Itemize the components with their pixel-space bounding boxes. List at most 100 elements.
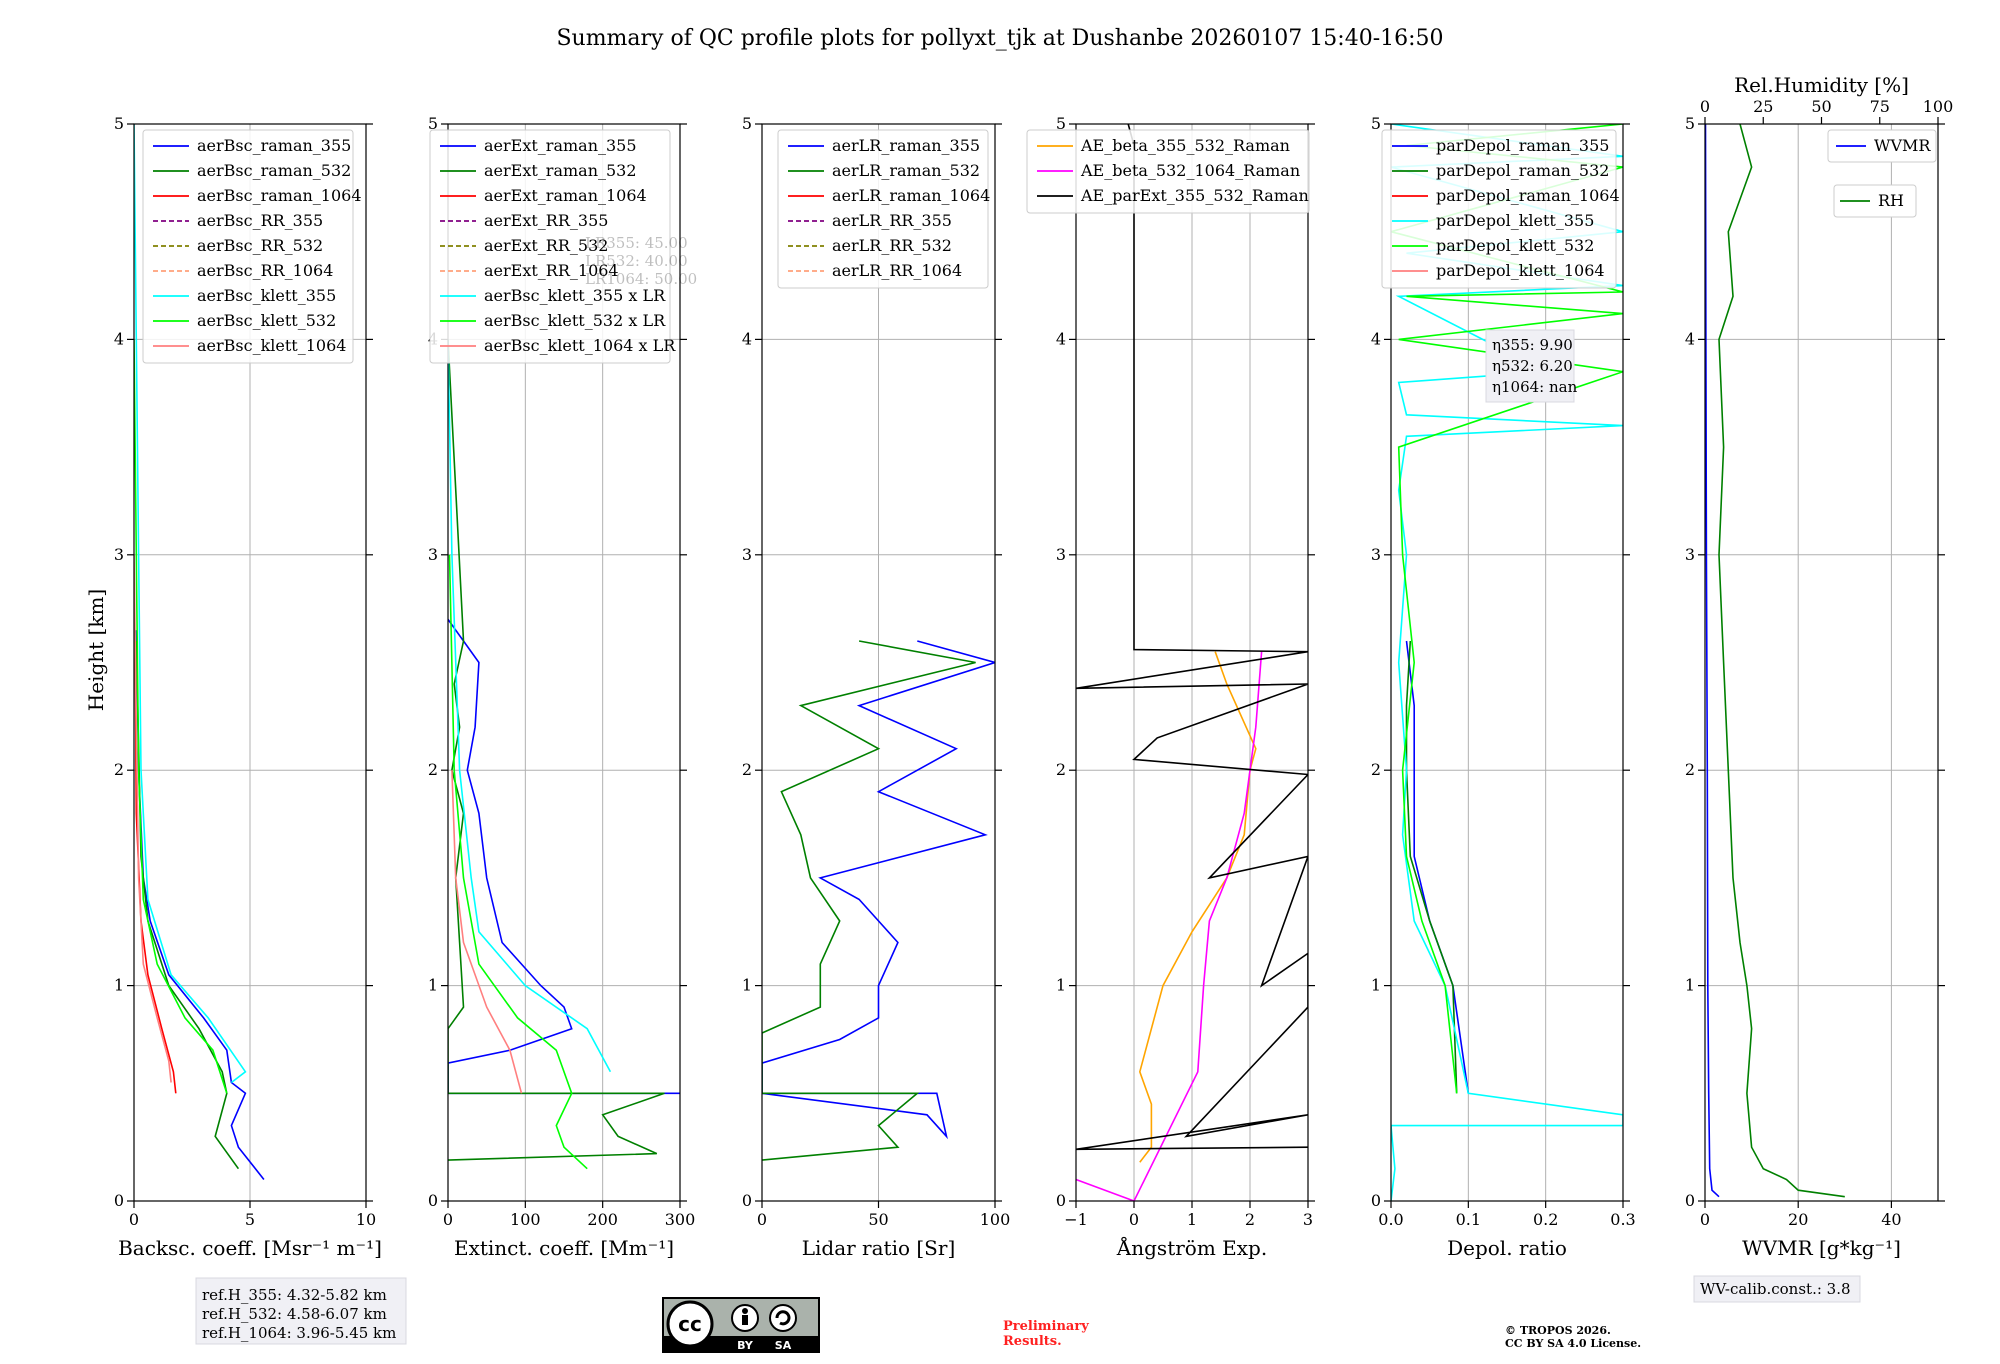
y-tick-label: 3 <box>428 545 438 564</box>
copyright-line-1: © TROPOS 2026. <box>1505 1324 1611 1337</box>
y-tick-label: 0 <box>1056 1191 1066 1210</box>
by-label: BY <box>737 1339 754 1352</box>
x-axis-label: Extinct. coeff. [Mm⁻¹] <box>454 1236 674 1260</box>
y-tick-label: 5 <box>742 114 752 133</box>
x-tick-label: −1 <box>1064 1210 1088 1229</box>
legend-box-rh <box>1833 184 1917 218</box>
x-tick-label: 0 <box>757 1210 767 1229</box>
lr-note-355: LR355: 45.00 <box>585 234 688 252</box>
lr-note-1064: LR1064: 50.00 <box>585 270 697 288</box>
ref-height-355: ref.H_355: 4.32-5.82 km <box>202 1286 387 1304</box>
y-tick-label: 5 <box>1056 114 1066 133</box>
x-tick-label: 0 <box>1129 1210 1139 1229</box>
axes-frame <box>761 123 996 1202</box>
legend-label: aerBsc_klett_355 x LR <box>484 286 666 305</box>
legend-label: aerBsc_raman_355 <box>197 136 351 155</box>
y-tick-label: 1 <box>1371 976 1381 995</box>
ref-heights-box <box>195 1277 407 1345</box>
copyright-line-2: CC BY SA 4.0 License. <box>1505 1337 1641 1350</box>
eta-1064: η1064: nan <box>1492 378 1578 396</box>
x-tick-label: 0.2 <box>1533 1210 1558 1229</box>
top-x-tick-label: 0 <box>1700 97 1710 116</box>
legend-label: aerBsc_klett_532 <box>197 311 336 330</box>
legend-label: aerLR_raman_532 <box>832 161 980 180</box>
y-tick-label: 4 <box>114 329 124 348</box>
legend-box-wvmr <box>1827 129 1937 163</box>
y-tick-label: 0 <box>1371 1191 1381 1210</box>
series-line-aerBsc_klett_1064 x LR <box>451 770 523 1094</box>
legend-label: parDepol_raman_532 <box>1436 161 1609 180</box>
legend-label-rh: RH <box>1878 191 1904 210</box>
legend-label: parDepol_klett_355 <box>1436 211 1594 230</box>
ref-height-1064: ref.H_1064: 3.96-5.45 km <box>202 1324 396 1342</box>
y-tick-label: 3 <box>742 545 752 564</box>
axes-frame <box>1390 123 1624 1202</box>
x-tick-label: 0 <box>443 1210 453 1229</box>
legend-label: aerExt_RR_1064 <box>484 261 619 280</box>
legend-label: aerExt_raman_355 <box>484 136 637 155</box>
wv-calib-text: WV-calib.const.: 3.8 <box>1700 1280 1851 1298</box>
y-tick-label: 0 <box>114 1191 124 1210</box>
x-tick-label: 0 <box>129 1210 139 1229</box>
lr-note-532: LR532: 40.00 <box>585 252 688 270</box>
series-line-AE_parExt_355_532_Raman <box>1076 124 1308 1151</box>
y-tick-label: 2 <box>1371 760 1381 779</box>
legend-label: parDepol_klett_1064 <box>1436 261 1605 280</box>
x-tick-label: 0.3 <box>1610 1210 1635 1229</box>
legend-label: aerExt_RR_355 <box>484 211 608 230</box>
series-line-aerLR_raman_532 <box>762 640 976 1161</box>
axes-frame <box>133 123 367 1202</box>
y-tick-label: 1 <box>1685 976 1695 995</box>
legend-label: aerBsc_raman_532 <box>197 161 351 180</box>
y-tick-label: 4 <box>1056 329 1066 348</box>
x-tick-label: 2 <box>1245 1210 1255 1229</box>
legend-label: aerBsc_RR_355 <box>197 211 323 230</box>
figure-title: Summary of QC profile plots for pollyxt_… <box>556 26 1443 51</box>
ref-height-532: ref.H_532: 4.58-6.07 km <box>202 1305 387 1323</box>
y-tick-label: 2 <box>1056 760 1066 779</box>
legend-box <box>142 129 354 364</box>
y-tick-label: 4 <box>742 329 752 348</box>
legend-box <box>1381 129 1617 289</box>
y-tick-label: 1 <box>428 976 438 995</box>
x-tick-label: 40 <box>1881 1210 1901 1229</box>
y-tick-label: 0 <box>1685 1191 1695 1210</box>
x-tick-label: 5 <box>245 1210 255 1229</box>
series-line-aerBsc_klett_355 x LR <box>448 339 612 1073</box>
series-line-aerBsc_raman_1064 <box>134 640 177 1094</box>
x-axis-label: Lidar ratio [Sr] <box>802 1236 956 1260</box>
y-tick-label: 4 <box>1685 329 1695 348</box>
series-group <box>1705 124 1845 1198</box>
series-line-aerBsc_raman_355 <box>135 630 265 1180</box>
legend-label: aerBsc_RR_1064 <box>197 261 333 280</box>
legend-label: parDepol_raman_1064 <box>1436 186 1620 205</box>
x-tick-label: 200 <box>587 1210 618 1229</box>
axes-frame <box>1075 123 1309 1202</box>
series-group <box>1076 124 1308 1201</box>
legend-label: parDepol_klett_532 <box>1436 236 1594 255</box>
sa-label: SA <box>775 1339 792 1352</box>
x-tick-label: 10 <box>356 1210 376 1229</box>
y-tick-label: 3 <box>1056 545 1066 564</box>
y-tick-label: 2 <box>742 760 752 779</box>
top-x-tick-label: 75 <box>1870 97 1890 116</box>
preliminary-line-1: Preliminary <box>1003 1319 1089 1334</box>
series-line-aerBsc_klett_532 x LR <box>448 554 588 1170</box>
series-line-aerBsc_klett_355 <box>134 124 247 1084</box>
y-tick-label: 3 <box>114 545 124 564</box>
cc-by-sa-badge: cc BY SA <box>662 1297 820 1353</box>
y-tick-label: 5 <box>1371 114 1381 133</box>
x-tick-label: 0.1 <box>1456 1210 1481 1229</box>
eta-355: η355: 9.90 <box>1492 336 1573 354</box>
y-tick-label: 5 <box>114 114 124 133</box>
series-line-RH <box>1718 124 1845 1198</box>
y-tick-label: 2 <box>428 760 438 779</box>
legend-label: AE_parExt_355_532_Raman <box>1080 186 1309 205</box>
legend-label: aerBsc_klett_355 <box>197 286 336 305</box>
series-line-aerLR_raman_355 <box>762 640 995 1140</box>
legend-box <box>1026 129 1310 214</box>
